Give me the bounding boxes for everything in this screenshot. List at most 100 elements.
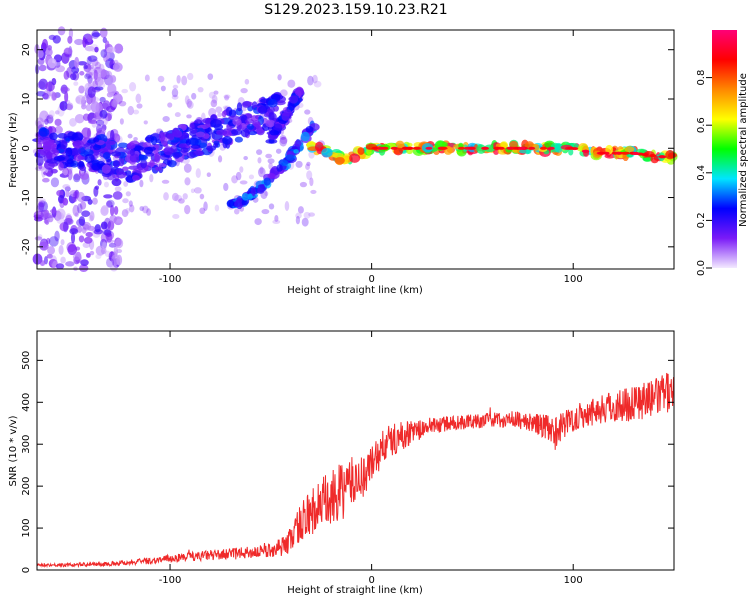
spectral-blob — [97, 179, 102, 186]
spectral-blob — [208, 91, 216, 99]
spectral-blob — [518, 146, 526, 150]
spectral-blob — [240, 88, 248, 94]
spectral-blob — [476, 144, 486, 154]
spectral-blob — [93, 72, 101, 83]
spectral-blob — [99, 109, 108, 119]
spectral-blob — [133, 137, 138, 142]
spectral-blob — [46, 151, 53, 160]
spectral-blob — [37, 57, 45, 65]
spectral-blob — [279, 89, 288, 97]
spectral-blob — [79, 71, 85, 76]
spectral-blob — [70, 148, 81, 156]
spectral-blob — [231, 175, 238, 184]
spectral-blob — [131, 175, 140, 181]
spectral-blob — [93, 137, 100, 143]
spectral-blob — [107, 83, 117, 95]
spectral-blob — [135, 93, 142, 104]
spectral-blob — [100, 68, 107, 80]
spectral-blob — [297, 206, 304, 214]
spectral-blob — [232, 118, 242, 126]
spectral-blob — [53, 210, 62, 221]
spectral-blob — [128, 200, 133, 207]
spectral-blob — [66, 102, 74, 111]
spectral-blob — [78, 216, 86, 226]
spectral-blob — [285, 154, 295, 161]
spectral-blob — [306, 161, 311, 167]
spectral-blob — [53, 149, 60, 156]
spectral-blob — [217, 112, 223, 118]
spectral-blob — [405, 146, 413, 150]
spectral-blob — [412, 146, 420, 150]
spectrogram-y-axis-label: Frequency (Hz) — [8, 112, 19, 188]
spectral-blob — [174, 112, 181, 118]
spectral-blob — [49, 132, 58, 140]
spectral-blob — [371, 146, 379, 150]
spectral-blob — [139, 179, 144, 188]
spectral-blob — [257, 105, 268, 115]
spectrogram-x-tick-label: -100 — [159, 274, 182, 285]
spectral-blob — [86, 252, 91, 258]
spectral-blob — [101, 164, 111, 174]
spectral-blob — [74, 113, 85, 124]
spectral-blob — [75, 94, 86, 105]
spectral-blob — [658, 155, 666, 159]
spectral-blob — [304, 109, 311, 115]
spectral-blob — [109, 129, 115, 142]
spectral-blob — [244, 78, 250, 85]
spectral-blob — [43, 140, 55, 151]
colorbar-ticks: 0.0 0.2 0.4 0.6 0.8 — [696, 70, 712, 276]
spectral-blob — [57, 26, 66, 36]
spectrogram-y-tick-label: 10 — [21, 93, 32, 106]
colorbar-tick-label: 0.2 — [696, 212, 707, 228]
colorbar: 0.0 0.2 0.4 0.6 0.8 Normalized spectral ampl… — [696, 30, 749, 276]
spectral-blob — [94, 224, 101, 233]
spectral-blob — [299, 181, 308, 188]
spectral-blob — [113, 93, 123, 105]
spectral-blob — [265, 119, 276, 128]
spectral-blob — [207, 73, 214, 80]
spectral-blob — [171, 88, 179, 98]
spectral-blob — [242, 100, 252, 108]
spectral-blob — [100, 221, 108, 230]
spectral-blob — [79, 172, 89, 180]
spectral-blob — [84, 73, 92, 80]
spectral-blob — [48, 215, 54, 223]
spectral-blob — [47, 57, 57, 69]
spectral-blob — [105, 200, 113, 208]
spectral-blob — [275, 148, 282, 154]
spectral-blob — [112, 191, 123, 200]
spectral-blob — [357, 147, 365, 155]
spectral-blob — [111, 254, 121, 266]
spectral-blob — [87, 86, 96, 98]
spectral-blob — [83, 64, 88, 70]
spectral-blob — [615, 151, 623, 155]
spectral-blob — [256, 149, 263, 156]
spectral-blob — [197, 86, 204, 93]
spectral-blob — [58, 162, 64, 171]
spectral-blob — [129, 204, 135, 213]
spectral-blob — [187, 72, 194, 81]
spectral-blob — [42, 92, 49, 100]
spectral-blob — [43, 209, 50, 219]
spectral-blob — [58, 245, 64, 255]
spectrogram-y-tick-label: -10 — [21, 189, 32, 205]
spectral-blob — [158, 163, 167, 168]
spectral-blob — [267, 158, 275, 164]
spectral-blob — [78, 85, 85, 94]
spectral-blob — [650, 155, 659, 164]
spectral-blob — [104, 70, 113, 79]
spectral-blob — [268, 111, 275, 122]
spectral-blob — [261, 208, 270, 215]
spectral-blob — [174, 194, 183, 202]
spectral-blob — [88, 215, 94, 222]
spectral-blob — [254, 218, 262, 226]
spectral-blob — [121, 88, 129, 94]
spectral-blob — [334, 157, 345, 165]
spectrogram-x-tick-label: 0 — [368, 274, 374, 285]
spectral-blob — [43, 89, 51, 100]
spectral-blob — [293, 149, 299, 154]
spectral-blob — [73, 173, 81, 181]
spectral-blob — [263, 177, 271, 186]
spectral-blob — [163, 146, 174, 156]
